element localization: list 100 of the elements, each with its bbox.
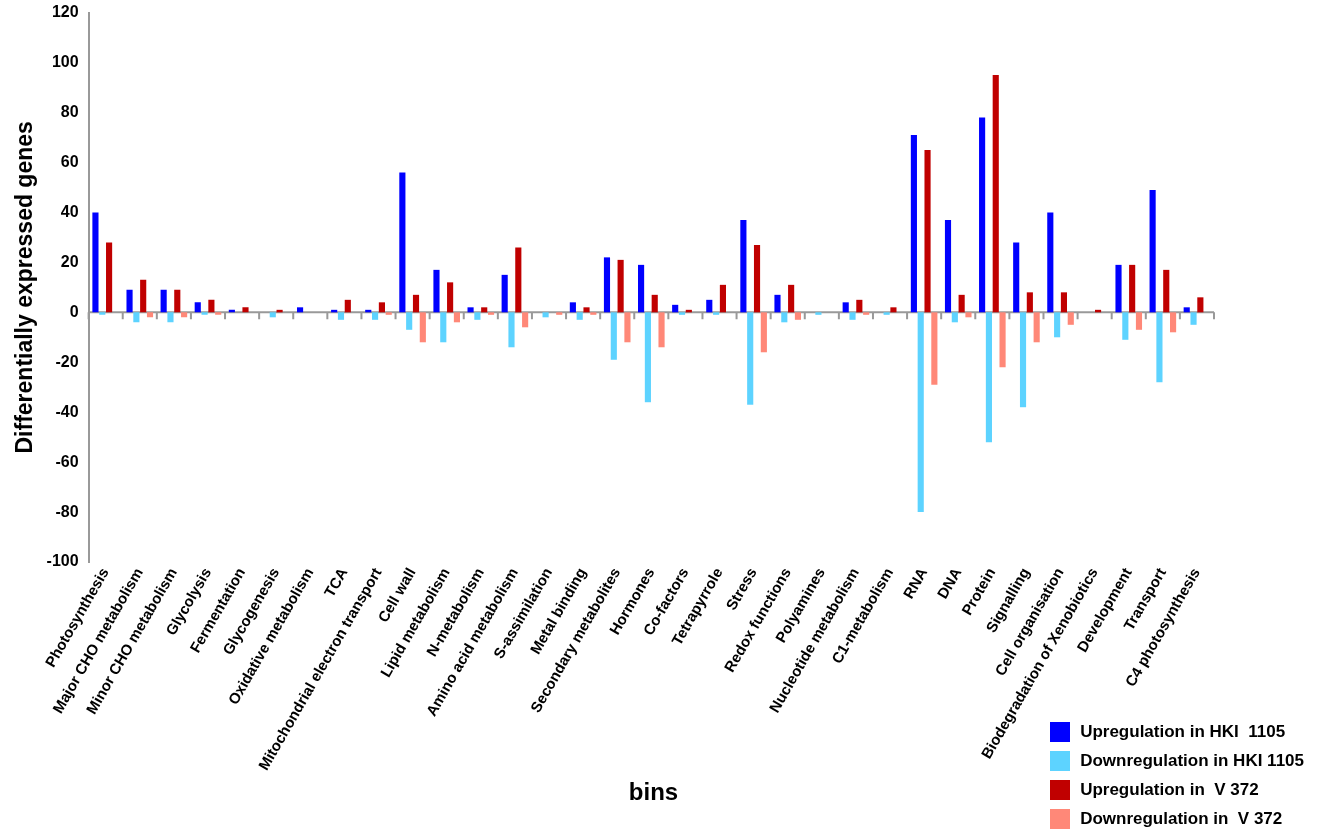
- bar: [740, 219, 747, 313]
- bar: [201, 312, 208, 315]
- bar: [890, 307, 897, 313]
- y-tick-label: -40: [55, 402, 79, 420]
- legend-label: Upregulation in V 372: [1080, 779, 1259, 800]
- bar: [576, 312, 583, 320]
- bar: [399, 172, 406, 313]
- bar: [481, 307, 488, 313]
- y-tick-label: 80: [60, 102, 79, 120]
- bar: [1129, 264, 1136, 313]
- bar: [133, 312, 140, 323]
- bar: [603, 257, 611, 313]
- bar: [638, 264, 645, 313]
- legend-label: Downregulation in V 372: [1080, 808, 1283, 829]
- y-tick-label: -20: [55, 352, 79, 370]
- legend-label: Downregulation in HKI 1105: [1080, 750, 1304, 771]
- bar: [542, 312, 549, 318]
- bar: [863, 312, 870, 315]
- bar: [160, 289, 167, 313]
- bar: [106, 242, 113, 313]
- bar: [1197, 297, 1204, 313]
- bar: [92, 212, 99, 313]
- bar: [372, 312, 379, 320]
- bar: [556, 312, 563, 315]
- bar: [1013, 242, 1020, 313]
- bar: [1170, 312, 1177, 333]
- y-axis-title: Differentially expressed genes: [11, 121, 38, 454]
- y-tick-label: 100: [51, 52, 79, 70]
- bar: [296, 307, 304, 313]
- bar: [958, 294, 965, 313]
- bar: [194, 302, 201, 313]
- bar: [419, 312, 426, 343]
- bar: [610, 312, 617, 360]
- bar: [1183, 307, 1190, 313]
- bar: [433, 269, 440, 313]
- bar: [508, 312, 515, 348]
- bar: [672, 304, 679, 313]
- bar: [979, 117, 986, 313]
- bar: [849, 312, 856, 320]
- bar: [1149, 189, 1156, 313]
- bar: [1135, 312, 1143, 330]
- bar: [999, 312, 1006, 368]
- bar: [617, 259, 624, 313]
- bar: [1115, 264, 1122, 313]
- bar: [1060, 292, 1068, 313]
- bar: [515, 247, 522, 313]
- bar: [651, 294, 658, 313]
- bar: [1122, 312, 1129, 340]
- bar: [569, 302, 576, 313]
- bar: [385, 312, 392, 315]
- bar: [1156, 312, 1163, 383]
- bar: [181, 312, 188, 318]
- bar: [453, 312, 460, 323]
- bar: [774, 294, 781, 313]
- bar: [910, 134, 917, 313]
- y-tick-label: 0: [69, 302, 79, 320]
- bar: [719, 284, 726, 313]
- bar: [760, 312, 767, 353]
- bar: [965, 312, 972, 318]
- bar: [931, 312, 938, 385]
- bar: [856, 299, 863, 313]
- y-tick-label: 60: [60, 152, 79, 170]
- y-tick-label: -100: [46, 552, 79, 570]
- bar: [944, 219, 952, 313]
- bar: [788, 284, 795, 313]
- x-axis-title: bins: [628, 778, 679, 805]
- bar: [447, 282, 454, 313]
- y-tick-label: 20: [60, 252, 79, 270]
- y-tick-label: 40: [60, 202, 79, 220]
- bar: [590, 312, 597, 315]
- bar: [985, 312, 992, 443]
- bar: [1190, 312, 1197, 325]
- bar: [1026, 292, 1033, 313]
- bar: [474, 312, 481, 320]
- bar: [781, 312, 788, 323]
- bar: [1163, 269, 1170, 313]
- bar: [1047, 212, 1054, 313]
- bar: [140, 279, 147, 313]
- y-tick-label: 120: [51, 3, 79, 21]
- bar: [706, 299, 713, 313]
- bar: [344, 299, 351, 313]
- bar: [242, 307, 249, 313]
- bar: [406, 312, 413, 330]
- bar: [992, 75, 999, 313]
- bar: [747, 312, 754, 405]
- bar: [753, 244, 761, 313]
- bar: [522, 312, 529, 328]
- bar: [99, 312, 106, 315]
- bar: [883, 312, 890, 315]
- bar: [269, 312, 276, 318]
- bar: [146, 312, 154, 318]
- bar: [208, 299, 215, 313]
- bar: [951, 312, 958, 323]
- bar: [378, 302, 385, 313]
- y-tick-label: -80: [55, 502, 79, 520]
- bar: [467, 307, 474, 313]
- bar: [678, 312, 686, 315]
- bar: [487, 312, 495, 315]
- bar: [644, 312, 651, 403]
- bar: [174, 289, 181, 313]
